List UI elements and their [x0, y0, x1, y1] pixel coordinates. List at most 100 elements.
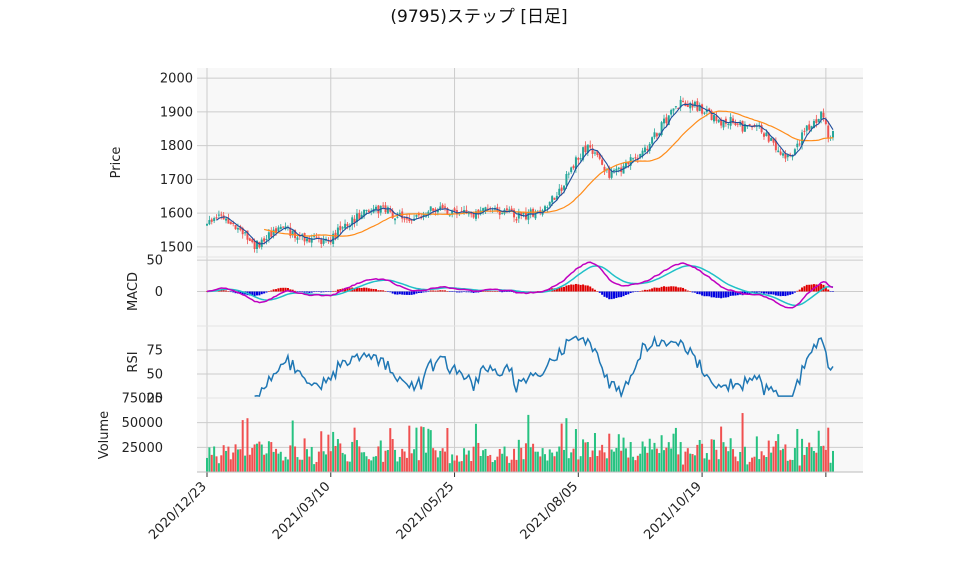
volume-bar — [253, 444, 256, 472]
candle-body — [232, 222, 235, 224]
price-axis-label: Price — [109, 147, 124, 179]
macd-histogram-bar — [229, 291, 232, 293]
macd-histogram-bar — [432, 290, 435, 292]
volume-bar — [758, 459, 761, 472]
macd-histogram-bar — [294, 290, 297, 292]
candle-body — [236, 228, 239, 230]
volume-bar — [736, 461, 739, 472]
macd-histogram-bar — [570, 284, 573, 292]
macd-histogram-bar — [691, 291, 694, 293]
volume-bar — [684, 451, 687, 472]
candle-body — [558, 188, 561, 196]
macd-histogram-bar — [434, 290, 437, 292]
volume-bar — [325, 454, 328, 472]
candle-body — [579, 158, 582, 160]
volume-bar — [301, 459, 304, 472]
candle-body — [782, 153, 785, 156]
candle-body — [258, 241, 261, 248]
volume-bar — [570, 452, 573, 472]
macd-histogram-bar — [708, 291, 711, 297]
volume-bar — [503, 446, 506, 472]
macd-histogram-bar — [615, 291, 618, 299]
macd-histogram-bar — [220, 289, 223, 292]
macd-histogram-bar — [586, 285, 589, 292]
candle-body — [527, 212, 530, 220]
macd-histogram-bar — [677, 287, 680, 292]
macd-histogram-bar — [465, 291, 468, 293]
macd-histogram-bar — [310, 291, 313, 293]
volume-bar — [789, 459, 792, 472]
volume-bar — [382, 461, 385, 472]
candle-body — [508, 209, 511, 211]
candle-body — [355, 213, 358, 223]
candle-body — [294, 230, 297, 239]
macd-histogram-bar — [377, 290, 380, 292]
volume-bar — [251, 448, 254, 472]
candle-body — [717, 119, 720, 123]
macd-histogram-bar — [444, 290, 447, 292]
candle-body — [279, 226, 282, 230]
macd-histogram-bar — [474, 291, 477, 293]
candle-body — [610, 171, 613, 178]
macd-histogram-bar — [248, 291, 251, 296]
macd-histogram-bar — [796, 290, 799, 292]
rsi-tick-label: 75 — [146, 344, 163, 359]
macd-histogram-bar — [501, 291, 504, 293]
volume-bar — [477, 442, 480, 472]
candle-body — [815, 119, 818, 124]
candle-body — [820, 111, 823, 120]
macd-histogram-bar — [439, 290, 442, 292]
macd-histogram-bar — [808, 284, 811, 292]
macd-histogram-bar — [482, 291, 485, 292]
volume-bar — [455, 455, 458, 472]
volume-bar — [467, 450, 470, 472]
volume-bar — [265, 453, 268, 472]
volume-bar — [227, 446, 230, 472]
macd-histogram-bar — [665, 286, 668, 292]
candle-body — [396, 216, 399, 218]
volume-bar — [636, 455, 639, 472]
candle-body — [227, 218, 230, 224]
volume-bar — [398, 456, 401, 472]
macd-histogram-bar — [555, 288, 558, 292]
volume-bar — [229, 459, 232, 472]
volume-tick-label: 50000 — [122, 416, 163, 431]
candle-body — [708, 108, 711, 111]
candle-body — [760, 125, 763, 133]
macd-histogram-bar — [712, 291, 715, 298]
volume-bar — [803, 454, 806, 472]
macd-histogram-bar — [255, 291, 258, 296]
volume-bar — [353, 427, 356, 472]
candle-body — [570, 167, 573, 173]
volume-bar — [801, 438, 804, 472]
volume-bar — [305, 449, 308, 472]
volume-bar — [317, 451, 320, 472]
volume-bar — [665, 447, 668, 472]
macd-histogram-bar — [572, 284, 575, 292]
macd-tick-label: 0 — [155, 285, 163, 300]
volume-bar — [379, 440, 382, 472]
volume-bar — [284, 456, 287, 472]
volume-bar — [586, 442, 589, 472]
macd-signal-line — [206, 265, 834, 307]
candle-body — [315, 236, 318, 238]
volume-bar — [567, 458, 570, 472]
macd-histogram-bar — [436, 290, 439, 292]
candle-body — [655, 133, 658, 137]
price-tick-label: 1900 — [160, 105, 193, 120]
volume-bar — [415, 427, 418, 472]
volume-bar — [691, 454, 694, 472]
candle-body — [784, 153, 787, 159]
macd-histogram-bar — [603, 291, 606, 297]
volume-bar — [605, 458, 608, 472]
volume-bar — [543, 454, 546, 472]
macd-histogram-bar — [670, 286, 673, 292]
candle-body — [403, 218, 406, 220]
macd-histogram-bar — [732, 291, 735, 296]
macd-histogram-bar — [508, 291, 511, 292]
macd-histogram-bar — [510, 291, 513, 292]
volume-axis-label: Volume — [97, 411, 112, 459]
volume-bar — [282, 460, 285, 472]
volume-bar — [829, 462, 832, 472]
volume-bar — [682, 464, 685, 472]
